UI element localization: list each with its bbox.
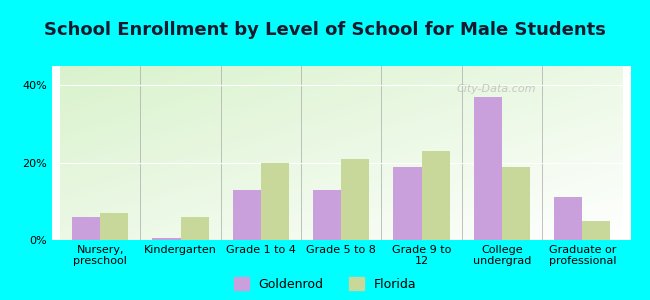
Bar: [554, 197, 582, 240]
Bar: [474, 97, 502, 240]
Bar: [181, 217, 209, 240]
Bar: [233, 190, 261, 240]
Bar: [582, 221, 610, 240]
Bar: [313, 190, 341, 240]
Bar: [422, 151, 450, 240]
Legend: Goldenrod, Florida: Goldenrod, Florida: [234, 277, 416, 291]
Bar: [261, 163, 289, 240]
Bar: [72, 217, 100, 240]
Bar: [100, 213, 128, 240]
Bar: [393, 167, 422, 240]
Bar: [153, 238, 181, 240]
Bar: [502, 167, 530, 240]
Text: City-Data.com: City-Data.com: [457, 84, 536, 94]
Bar: [341, 159, 369, 240]
Text: School Enrollment by Level of School for Male Students: School Enrollment by Level of School for…: [44, 21, 606, 39]
